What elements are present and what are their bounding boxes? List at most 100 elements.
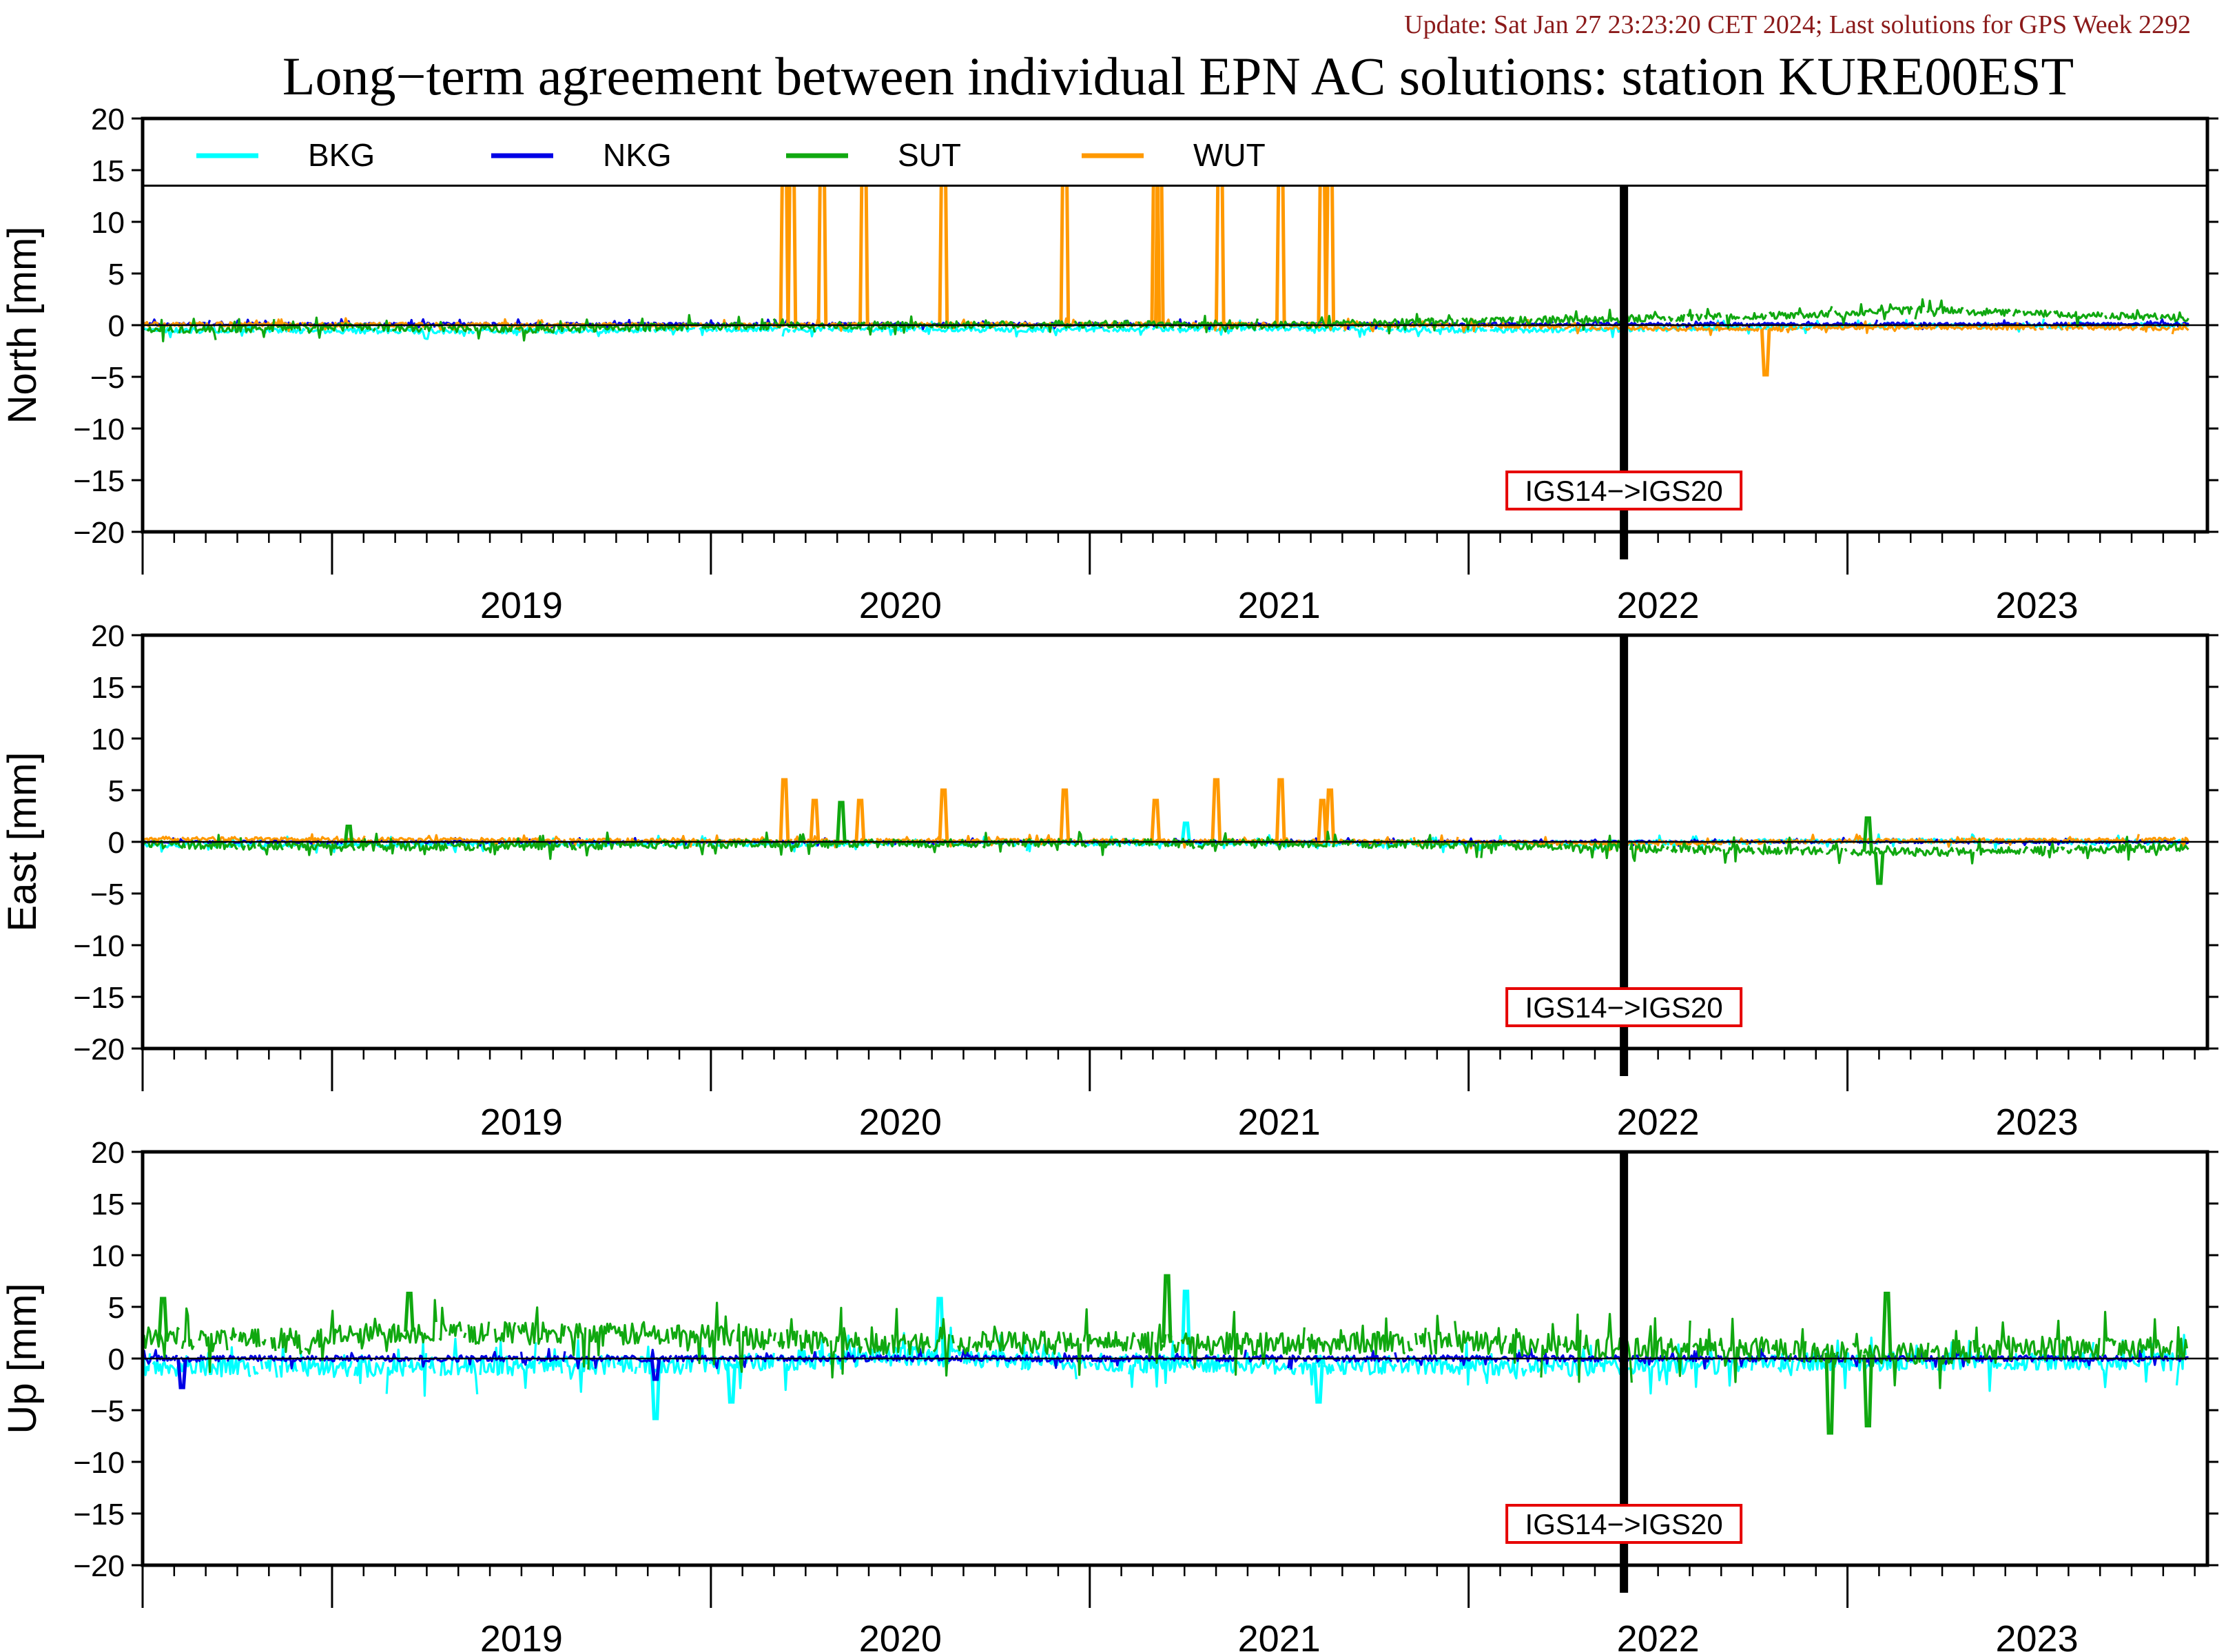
y-axis-label: East [mm]: [0, 752, 45, 931]
frame-change-box: [1505, 987, 1743, 1027]
panel-up: IGS14−>IGS20 20 15 10 5 0 −5 −10 −15 −20 Up [mm] 20…: [0, 1136, 2218, 1652]
frame-change-box: [1505, 471, 1743, 510]
legend-label: WUT: [1193, 137, 1266, 173]
x-tick-label: 2020: [859, 585, 942, 626]
spike-bkg: [725, 1363, 737, 1404]
y-tick-label: 10: [91, 206, 125, 240]
frame-change-label: IGS14−>IGS20: [1525, 475, 1723, 507]
spike-wut: [1275, 778, 1286, 842]
legend-label: SUT: [898, 137, 961, 173]
frame-change-label: IGS14−>IGS20: [1525, 991, 1723, 1024]
spike-wut: [1153, 118, 1165, 324]
chart-title: Long−term agreement between individual E…: [282, 46, 2074, 106]
y-tick-label: −10: [73, 1446, 125, 1480]
spike-wut: [1760, 329, 1771, 377]
x-tick-label: 2022: [1617, 1618, 1700, 1652]
panel-east: IGS14−>IGS20 20 15 10 5 0 −5 −10 −15 −20 East [mm]…: [0, 619, 2218, 1143]
spike-sut: [836, 801, 847, 844]
x-tick-label: 2021: [1238, 1102, 1321, 1143]
y-tick-label: 5: [108, 1291, 125, 1325]
spike-wut: [1317, 798, 1328, 842]
y-tick-label: 0: [108, 826, 125, 860]
spike-wut: [816, 118, 828, 325]
y-tick-label: 15: [91, 154, 125, 188]
y-tick-label: 20: [91, 103, 125, 136]
spike-wut: [938, 788, 949, 841]
spike-sut: [157, 1297, 169, 1339]
y-tick-label: −5: [90, 361, 125, 395]
spike-wut: [779, 118, 790, 325]
x-tick-label: 2019: [480, 1618, 563, 1652]
y-tick-label: −15: [73, 981, 125, 1015]
spike-wut: [858, 118, 869, 325]
x-tick-label: 2023: [1995, 1618, 2078, 1652]
plot-area: [143, 778, 2189, 885]
spike-sut: [1862, 1354, 1873, 1427]
spike-sut: [1862, 816, 1873, 852]
spike-wut: [779, 778, 790, 841]
spike-wut: [1150, 798, 1162, 841]
series-sut: [143, 298, 2189, 342]
x-tick-label: 2022: [1617, 1102, 1700, 1143]
spike-wut: [786, 118, 798, 325]
y-tick-label: −20: [73, 1033, 125, 1066]
spike-wut: [1317, 118, 1328, 325]
y-tick-label: 10: [91, 723, 125, 756]
y-tick-label: −5: [90, 878, 125, 911]
spike-sut: [1873, 851, 1885, 885]
x-tick-label: 2020: [859, 1102, 942, 1143]
legend-label: BKG: [308, 137, 375, 173]
spike-nkg: [650, 1358, 661, 1381]
y-tick-label: −20: [73, 1549, 125, 1583]
spike-wut: [1275, 118, 1286, 325]
spike-nkg: [176, 1358, 187, 1390]
series-bkg: [143, 318, 2189, 340]
spike-sut: [1161, 1274, 1173, 1343]
spike-wut: [938, 118, 949, 325]
x-tick-label: 2023: [1995, 1102, 2078, 1143]
spike-wut: [1059, 118, 1071, 324]
x-tick-label: 2023: [1995, 585, 2078, 626]
legend-label: NKG: [603, 137, 672, 173]
spike-wut: [1059, 788, 1071, 841]
y-axis-label: North [mm]: [0, 227, 45, 424]
spike-sut: [343, 825, 354, 847]
y-tick-label: −5: [90, 1394, 125, 1428]
spike-bkg: [1312, 1365, 1324, 1404]
spike-wut: [1324, 788, 1336, 842]
y-tick-label: 5: [108, 258, 125, 291]
y-tick-label: −15: [73, 1498, 125, 1531]
x-tick-label: 2021: [1238, 1618, 1321, 1652]
y-tick-label: −10: [73, 929, 125, 963]
x-tick-label: 2019: [480, 1102, 563, 1143]
y-axis-label: Up [mm]: [0, 1283, 45, 1434]
spike-bkg: [650, 1365, 661, 1421]
spike-sut: [404, 1292, 415, 1332]
y-tick-label: 0: [108, 1343, 125, 1376]
update-timestamp: Update: Sat Jan 27 23:23:20 CET 2024; La…: [1404, 10, 2191, 39]
y-tick-label: 20: [91, 1136, 125, 1170]
x-tick-label: 2022: [1617, 585, 1700, 626]
y-tick-label: 20: [91, 619, 125, 653]
x-tick-label: 2021: [1238, 585, 1321, 626]
panel-north: BKG NKG SUT WUT IGS14−>IGS20 20 15 10 5 0 −5 −10 −15…: [0, 103, 2218, 626]
panels: BKG NKG SUT WUT IGS14−>IGS20 20 15 10 5 0 −5 −10 −15…: [0, 103, 2218, 1652]
legend-box: [143, 118, 2207, 186]
spike-wut: [1214, 118, 1226, 325]
spike-wut: [854, 798, 866, 841]
y-tick-label: −20: [73, 516, 125, 550]
y-tick-label: 5: [108, 774, 125, 808]
spike-bkg: [1180, 821, 1192, 844]
y-tick-label: 0: [108, 309, 125, 343]
y-tick-label: 10: [91, 1239, 125, 1273]
spike-sut: [1881, 1292, 1893, 1356]
spike-bkg: [1180, 1290, 1192, 1364]
spike-wut: [1210, 778, 1222, 842]
x-tick-label: 2020: [859, 1618, 942, 1652]
y-tick-label: −10: [73, 413, 125, 446]
spike-wut: [1324, 118, 1336, 325]
x-tick-label: 2019: [480, 585, 563, 626]
y-tick-label: 15: [91, 671, 125, 705]
plot-area: [143, 118, 2189, 377]
